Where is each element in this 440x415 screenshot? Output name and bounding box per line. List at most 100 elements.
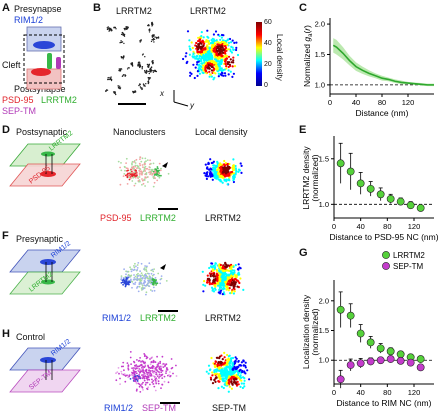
synapse-schematic [23, 26, 65, 90]
x-tick-label: 80 [383, 222, 391, 231]
y-tick-label: 2.0 [319, 296, 329, 305]
h-density-label: SEP-TM [212, 403, 247, 413]
lrrtm2-point [396, 197, 405, 206]
d-nanocluster-image [117, 156, 170, 188]
f-local-density-image [201, 261, 245, 296]
panel-label-h: H [2, 328, 10, 340]
x-axis-label: Distance to RIM NC (nm) [337, 398, 432, 408]
legend-label: LRRTM2 [393, 251, 425, 260]
panel-label-d: D [2, 124, 10, 136]
lrrtm2-point [356, 329, 365, 338]
lrrtm2-point [366, 184, 375, 193]
panel-label-g: G [299, 247, 308, 259]
lrrtm2-label: LRRTM2 [41, 95, 77, 105]
h-plane-schematic [9, 347, 81, 393]
presynapse-label: Presynapse [14, 4, 62, 14]
x-tick-label: 120 [408, 388, 421, 397]
lrrtm2-point [346, 167, 355, 176]
y-tick-label: 1.5 [319, 154, 329, 163]
colorbar-tick-40: 40 [264, 40, 272, 47]
d-scale-bar [158, 208, 178, 210]
y-axis-label: Localization density(normalized) [301, 294, 320, 369]
d-legend-psd95: PSD-95 [100, 213, 132, 223]
y-tick-label: 1.0 [319, 200, 329, 209]
b-title-right: LRRTM2 [190, 6, 226, 16]
septm-point [346, 361, 355, 369]
y-tick-label: 1.5 [319, 326, 329, 335]
y-tick-label: 1.5 [315, 50, 325, 59]
gr-confidence-band [333, 38, 434, 87]
septm-point [366, 357, 375, 366]
panel-label-f: F [2, 230, 9, 242]
nanoclusters-header: Nanoclusters [113, 127, 166, 137]
lrrtm2-point [386, 194, 395, 203]
lrrtm2-point [386, 347, 395, 356]
lrrtm2-point [416, 204, 425, 212]
septm-point [376, 356, 385, 365]
lrrtm2-point [376, 344, 385, 353]
x-tick-label: 80 [383, 388, 391, 397]
y-axis-label: Normalized ga(r) [302, 25, 314, 87]
chart-c: 0 40 80 120 1.0 1.5 2.0 Distance (nm) Normalized… [302, 18, 434, 118]
axis-y-label: y [190, 101, 194, 110]
lrrtm2-point [356, 179, 365, 188]
colorbar-label: Local density [275, 34, 284, 81]
lrrtm2-point [346, 311, 355, 320]
chart-g: 0 40 80 120 1.0 1.5 2.0 Distance to RIM NC (nm)… [301, 251, 434, 408]
x-tick-label: 0 [332, 222, 336, 231]
panel-label-c: C [299, 2, 307, 14]
b-scale-bar [118, 103, 146, 105]
lrrtm2-point [336, 159, 345, 168]
f-plane-schematic [9, 249, 81, 295]
septm-point [386, 355, 395, 363]
h-scale-bar [160, 402, 180, 404]
h-local-density-image [205, 351, 251, 393]
xy-axis-indicator [173, 90, 189, 107]
d-legend-lrrtm2: LRRTM2 [140, 213, 176, 223]
psd95-label: PSD-95 [2, 95, 34, 105]
lrrtm2-point [376, 190, 385, 199]
legend-label: SEP-TM [393, 262, 424, 271]
x-axis-label: Distance (nm) [356, 108, 409, 118]
lrrtm2-raw-localization-image [105, 21, 160, 96]
b-title-left: LRRTM2 [116, 6, 152, 16]
f-legend-lrrtm2: LRRTM2 [140, 313, 176, 323]
lrrtm2-point [406, 201, 415, 210]
septm-point [416, 363, 425, 372]
legend-marker [382, 251, 390, 259]
x-tick-label: 40 [352, 98, 360, 107]
f-arrow-icon [160, 264, 166, 270]
colorbar [256, 22, 262, 86]
x-axis-label: Distance to PSD-95 NC (nm) [329, 232, 438, 242]
y-tick-label: 1.0 [319, 356, 329, 365]
x-tick-label: 80 [378, 98, 386, 107]
x-tick-label: 0 [332, 388, 336, 397]
septm-point [336, 375, 345, 384]
septm-label: SEP-TM [2, 106, 37, 116]
d-arrow-icon [162, 162, 168, 168]
h-legend-septm: SEP-TM [142, 403, 177, 413]
y-axis-label: LRRTM2 density(normalized) [301, 146, 320, 210]
y-tick-label: 2.0 [315, 20, 325, 29]
lrrtm2-point [366, 338, 375, 347]
f-nanocluster-image [120, 262, 168, 296]
x-tick-label: 120 [402, 98, 415, 107]
legend-marker [382, 262, 390, 270]
septm-point [406, 358, 415, 367]
lrrtm2-density-heatmap [182, 29, 240, 81]
colorbar-tick-60: 60 [264, 19, 272, 26]
chart-e: 0 40 80 120 1.0 1.5 Distance to PSD-95 NC (nm)… [301, 136, 439, 242]
d-title: Postsynaptic [16, 127, 68, 137]
f-scale-bar [158, 310, 178, 312]
d-plane-schematic [9, 143, 81, 187]
gr-line [332, 44, 434, 86]
x-tick-label: 40 [356, 388, 364, 397]
colorbar-tick-0: 0 [264, 82, 268, 89]
f-density-label: LRRTM2 [205, 313, 241, 323]
lrrtm2-point [336, 305, 345, 314]
septm-point [396, 356, 405, 365]
x-tick-label: 0 [328, 98, 332, 107]
panel-label-e: E [299, 124, 307, 136]
f-title: Presynaptic [16, 234, 64, 244]
local-density-header: Local density [195, 127, 248, 137]
